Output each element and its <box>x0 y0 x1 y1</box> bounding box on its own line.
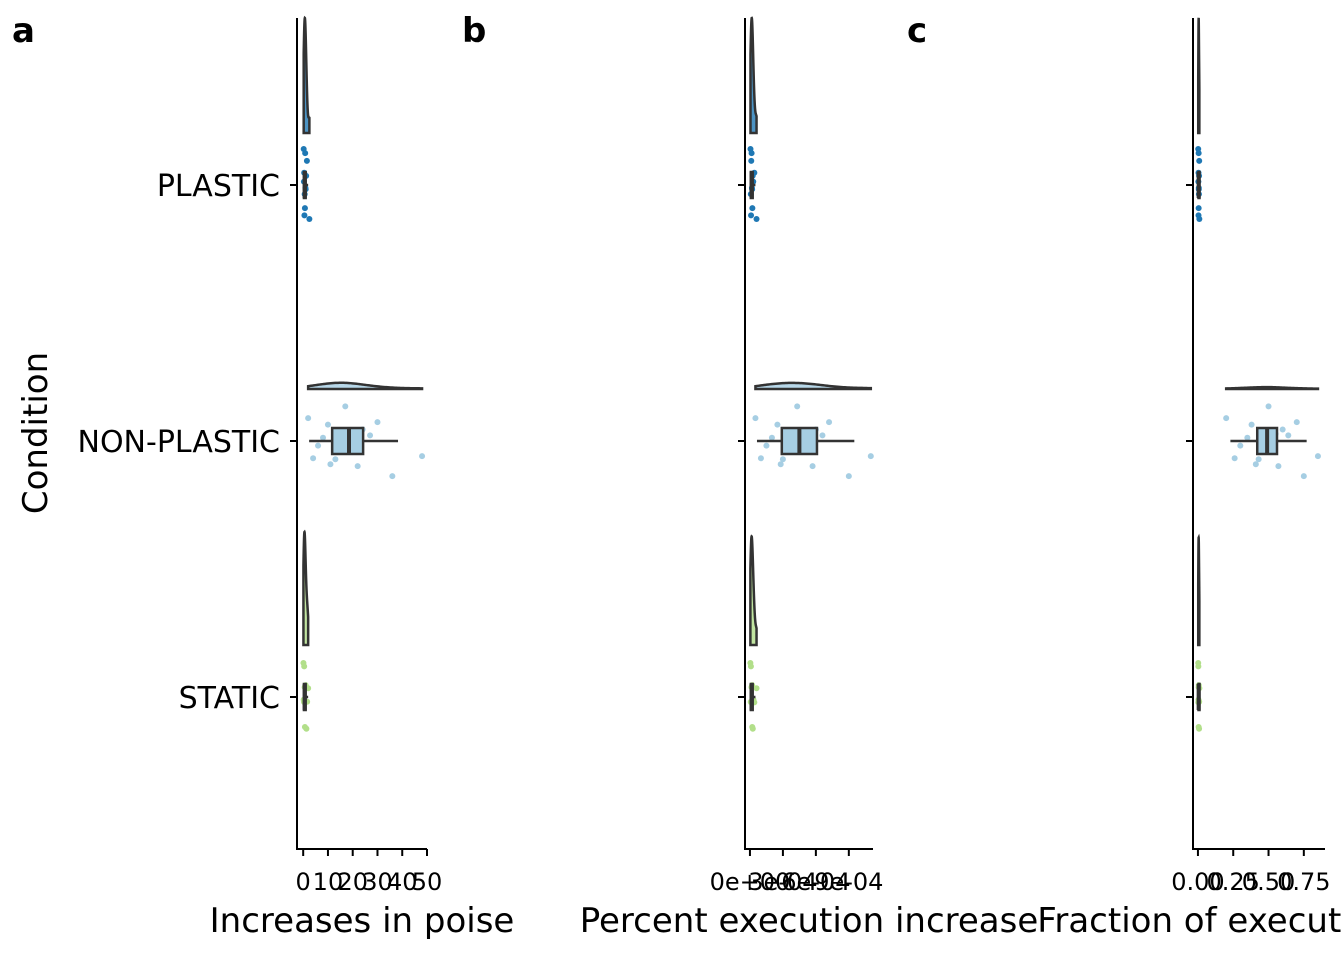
density <box>1196 17 1201 135</box>
x-tick-label: 9e-04 <box>814 868 883 896</box>
x-axis-title: Percent execution increase <box>580 901 1039 941</box>
panel-label: c <box>907 11 927 51</box>
point <box>1314 453 1321 460</box>
point <box>809 463 816 470</box>
point <box>763 442 770 449</box>
point <box>1279 426 1286 433</box>
x-tick-label: 0.25 <box>1207 868 1260 896</box>
x-tick-label: 20 <box>337 868 368 896</box>
point <box>777 461 784 468</box>
y-tick-label: NON-PLASTIC <box>78 425 281 460</box>
point <box>301 205 308 212</box>
point <box>1252 461 1259 468</box>
point <box>332 456 339 463</box>
point <box>747 663 754 670</box>
density <box>302 529 310 647</box>
point <box>301 212 308 219</box>
x-axis-title: Increases in poise <box>210 901 515 941</box>
point <box>1275 463 1282 470</box>
x-tick-label: 40 <box>387 868 418 896</box>
point <box>819 432 826 439</box>
x-tick-label: 6e-04 <box>781 868 850 896</box>
x-tick-label: 3e-04 <box>748 868 817 896</box>
point <box>748 157 755 164</box>
point <box>303 157 310 164</box>
point <box>301 663 308 670</box>
point <box>320 434 326 441</box>
point <box>1223 415 1230 422</box>
x-tick-label: 0.00 <box>1171 868 1224 896</box>
point <box>327 461 334 468</box>
point <box>1195 723 1202 730</box>
point <box>342 403 349 410</box>
point <box>1237 442 1244 449</box>
x-tick-label: 30 <box>362 868 393 896</box>
point <box>315 442 322 449</box>
x-tick-label: 0e+00 <box>710 868 791 896</box>
x-tick-label: 50 <box>412 868 443 896</box>
point <box>1195 205 1202 212</box>
point <box>1248 421 1255 428</box>
point <box>1196 215 1203 222</box>
density <box>302 15 311 135</box>
point <box>753 215 760 222</box>
point <box>305 415 312 422</box>
point <box>768 434 775 441</box>
point <box>1196 157 1203 164</box>
density <box>306 381 424 391</box>
point <box>306 215 313 222</box>
x-tick-label: 10 <box>313 868 344 896</box>
point <box>748 150 755 157</box>
point <box>1293 419 1300 426</box>
point <box>302 150 309 157</box>
point <box>779 456 786 463</box>
point <box>867 453 874 460</box>
point <box>1244 434 1251 441</box>
x-tick-label: 0 <box>296 868 311 896</box>
density <box>749 534 758 647</box>
density <box>1224 385 1320 391</box>
point <box>749 723 756 730</box>
point <box>354 463 361 470</box>
point <box>753 685 760 692</box>
y-tick-label: STATIC <box>179 681 280 716</box>
density <box>754 381 873 391</box>
panel-label: a <box>12 11 35 51</box>
point <box>826 419 833 426</box>
density <box>1196 533 1201 647</box>
point <box>301 723 308 730</box>
point <box>748 212 755 219</box>
x-axis-title: Fraction of execution time <box>1037 901 1344 941</box>
point <box>752 415 759 422</box>
point <box>1255 456 1262 463</box>
point <box>389 473 396 480</box>
density <box>749 16 758 135</box>
point <box>749 205 756 212</box>
point <box>1285 432 1292 439</box>
x-tick-label: 0.75 <box>1277 868 1330 896</box>
point <box>1300 473 1307 480</box>
point <box>794 403 801 410</box>
x-tick-label: 0.50 <box>1242 868 1295 896</box>
point <box>367 432 374 439</box>
point <box>1195 150 1202 157</box>
panel-label: b <box>462 11 486 51</box>
point <box>324 421 331 428</box>
point <box>845 473 852 480</box>
point <box>1195 663 1202 670</box>
point <box>1265 403 1272 410</box>
y-axis-title: Condition <box>16 352 56 514</box>
point <box>310 455 317 462</box>
point <box>374 419 381 426</box>
point <box>757 455 764 462</box>
point <box>774 421 781 428</box>
point <box>419 453 426 460</box>
y-tick-label: PLASTIC <box>157 169 280 204</box>
point <box>1231 455 1238 462</box>
